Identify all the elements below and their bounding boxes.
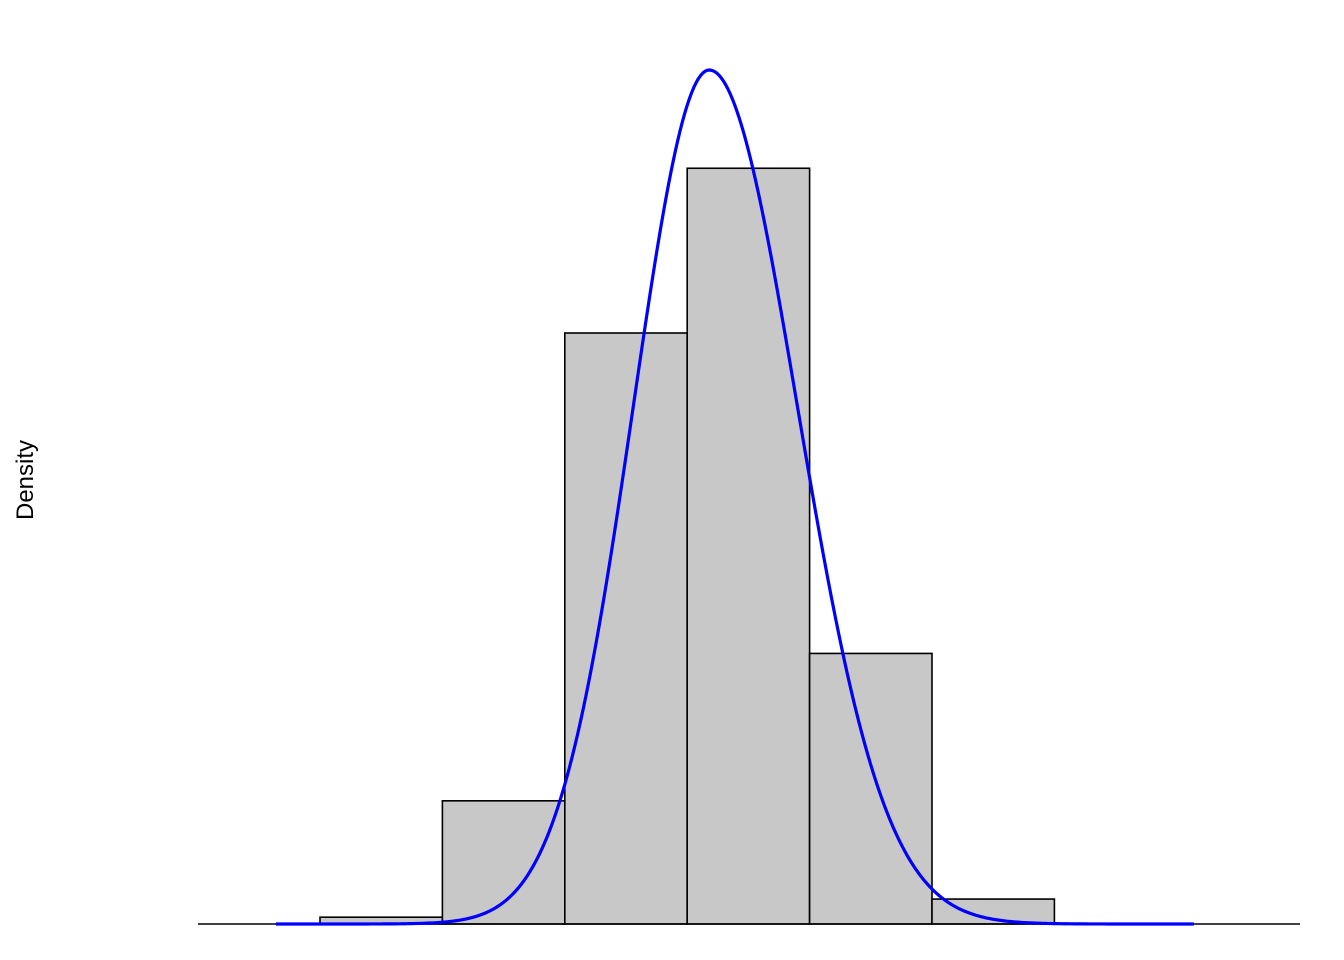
- histogram-bars: [319, 167, 1056, 925]
- histogram-bar-2: [441, 800, 566, 925]
- y-axis-label: Density: [12, 440, 39, 520]
- histogram-bar-4: [686, 167, 811, 925]
- histogram-bar-5: [808, 652, 933, 925]
- histogram-bar-3: [563, 332, 688, 925]
- density-curve: [275, 68, 1194, 926]
